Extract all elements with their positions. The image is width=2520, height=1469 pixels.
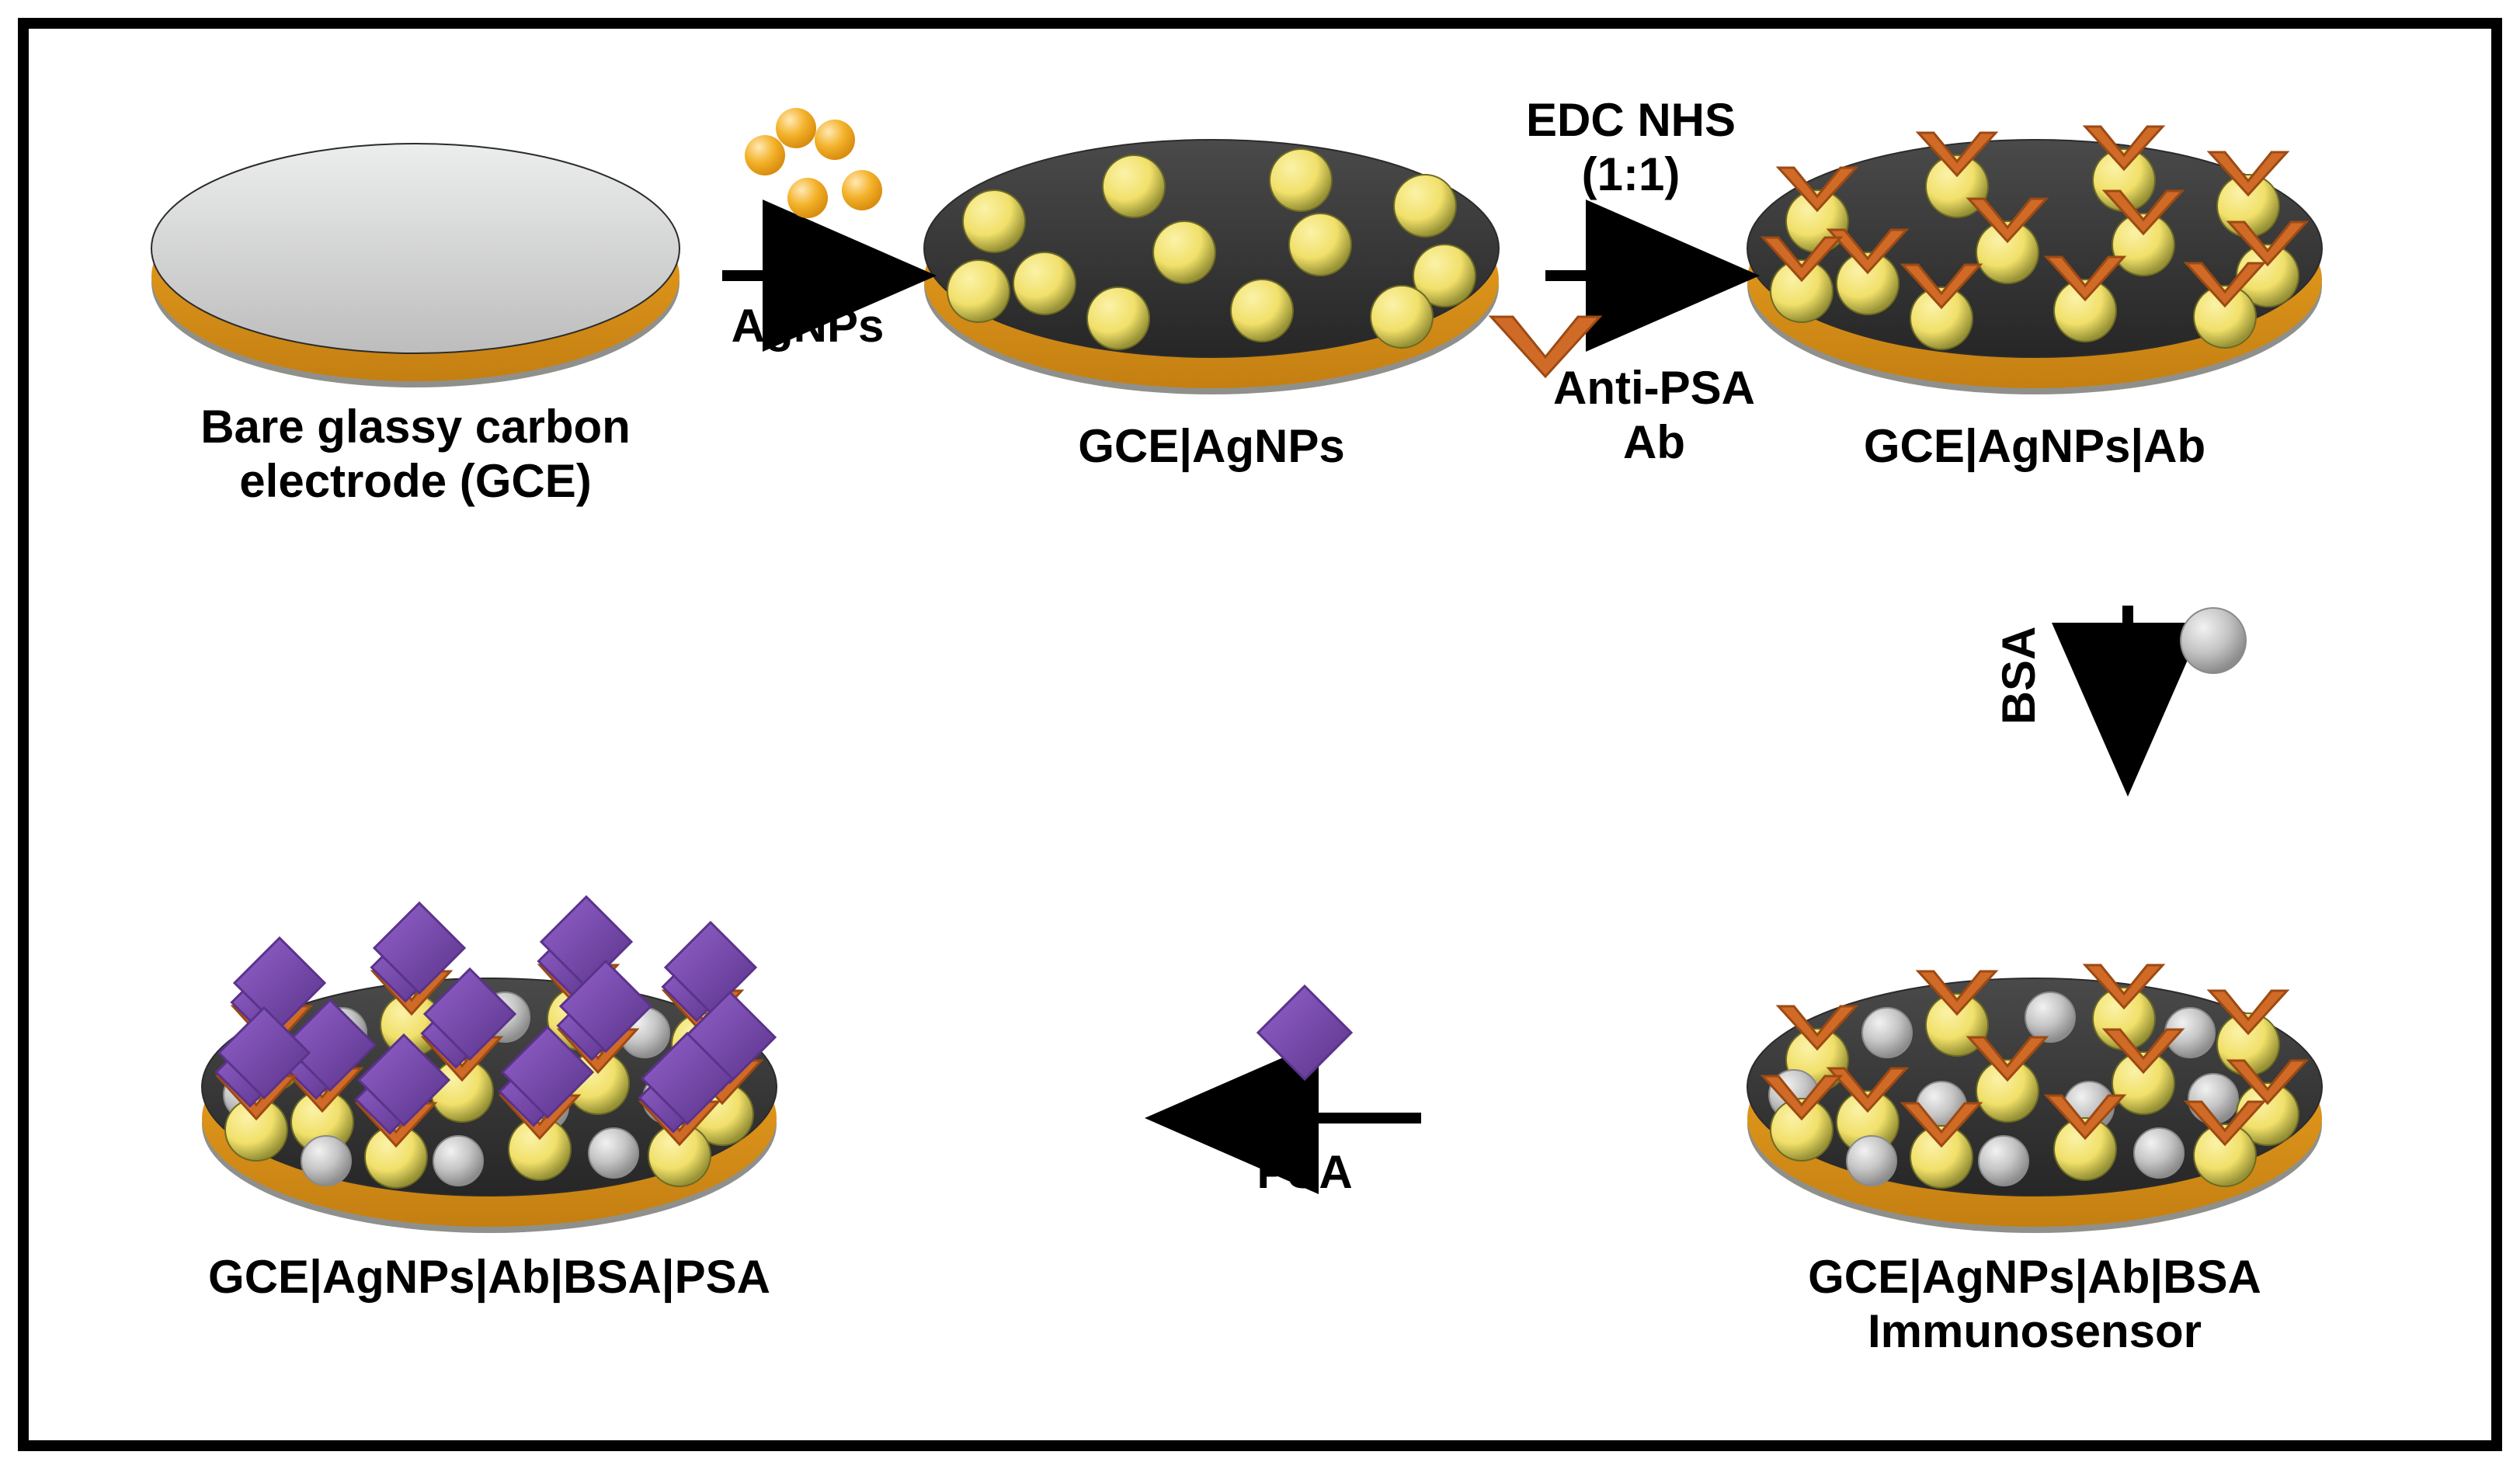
electrode-ab-bsa [1747, 965, 2322, 1233]
bsa-icon [589, 1128, 638, 1178]
agnp-cluster-icon [745, 108, 882, 218]
bsa-icon [433, 1136, 483, 1186]
label-ab-bsa-psa-0: GCE|AgNPs|Ab|BSA|PSA [208, 1251, 770, 1304]
label-ab-bsa-1: Immunosensor [1868, 1305, 2202, 1357]
bsa-icon [2134, 1128, 2184, 1178]
bsa-icon [2025, 992, 2075, 1042]
label-bare-1: electrode (GCE) [239, 455, 591, 507]
electrode-ab-bsa-psa [202, 897, 777, 1233]
bsa-icon [1847, 1136, 1896, 1186]
label-ab-bsa-0: GCE|AgNPs|Ab|BSA [1808, 1251, 2261, 1304]
bsa-icon [301, 1136, 351, 1186]
bsa-icon [1979, 1136, 2028, 1186]
diagram-canvas: Bare glassy carbonelectrode (GCE) GCE|AgN… [0, 0, 2520, 1469]
label-agnps-0: GCE|AgNPs [1078, 420, 1345, 473]
arrow-agnps-to-ab-above-0: EDC NHS [1526, 94, 1736, 146]
arrow-agnps-to-ab-below-1: Ab [1623, 416, 1685, 468]
arrow-absba-to-psa-label: PSA [1257, 1146, 1352, 1198]
arrow-agnps-to-ab-above-1: (1:1) [1582, 148, 1681, 200]
label-ab-0: GCE|AgNPs|Ab [1864, 420, 2205, 473]
bsa-icon [2181, 608, 2246, 673]
bsa-icon [1862, 1008, 1912, 1057]
arrow-agnps-to-ab-below-0: Anti-PSA [1553, 362, 1755, 414]
psa-icon [1258, 986, 1351, 1079]
electrode-agnps [924, 140, 1499, 394]
arrow-ab-to-absba-side: BSA [1993, 627, 2045, 725]
arrow-bare-to-agnps-label: AgNPs [732, 300, 885, 352]
electrode-ab [1747, 127, 2322, 394]
electrode-bare [151, 144, 680, 387]
label-bare-0: Bare glassy carbon [200, 401, 631, 453]
